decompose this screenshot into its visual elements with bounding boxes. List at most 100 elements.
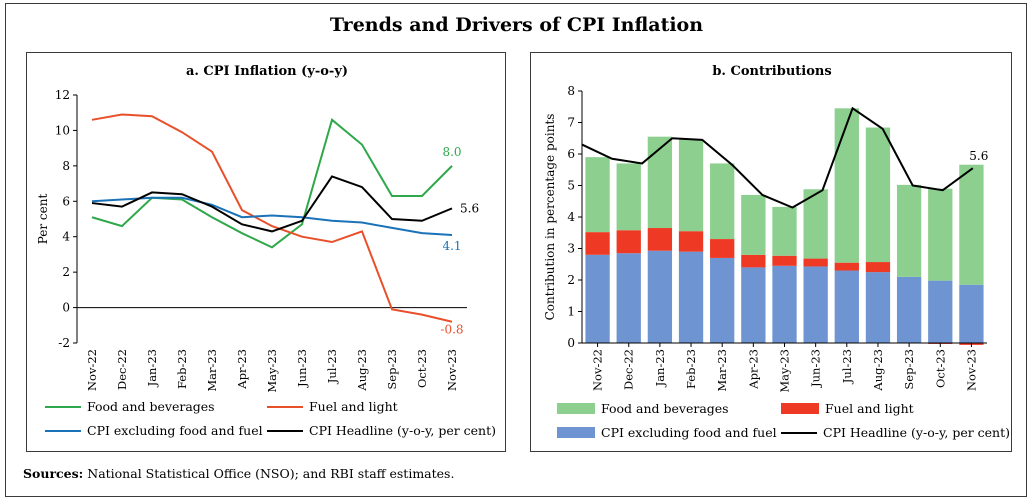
bar-fuel-and-light [865, 262, 891, 273]
x-tick-label-b: Jul-23 [840, 349, 854, 384]
bar-food-and-beverages [959, 164, 984, 285]
bar-fuel-and-light [741, 254, 766, 268]
series-line-cpi-headline-y-o-y-per-cent [91, 175, 453, 233]
bar-fuel-and-light [678, 231, 704, 252]
end-label-fuel-and-light: -0.8 [440, 323, 463, 337]
y-tick-label-b: 8 [567, 84, 575, 98]
figure-frame [5, 3, 1027, 497]
legend-label-food: Food and beverages [87, 399, 215, 414]
legend-label-core: CPI excluding food and fuel [601, 425, 777, 440]
x-tick-label-b: Oct-23 [933, 349, 947, 388]
bar-cpi-excluding-food-and-fuel [710, 257, 735, 343]
x-tick-label-a: Aug-23 [355, 349, 369, 392]
x-tick-label-a: Oct-23 [415, 349, 429, 388]
y-axis-label-a: Per cent [36, 194, 50, 245]
bar-fuel-and-light [616, 230, 641, 254]
bar-food-and-beverages [616, 163, 641, 231]
legend-swatch-food [45, 405, 81, 408]
x-tick-label-b: Apr-23 [746, 349, 760, 390]
bar-cpi-excluding-food-and-fuel [678, 251, 704, 343]
bar-fuel-and-light [834, 262, 859, 271]
sources-note: Sources: National Statistical Office (NS… [23, 466, 454, 481]
bar-cpi-excluding-food-and-fuel [741, 267, 766, 343]
legend-item-headline: CPI Headline (y-o-y, per cent) [267, 423, 496, 438]
x-tick-label-b: Sep-23 [902, 349, 916, 390]
bar-fuel-and-light [803, 258, 828, 267]
x-tick-label-b: May-23 [778, 349, 792, 393]
legend-label-fuel: Fuel and light [825, 401, 914, 416]
y-tick-label-a: 8 [62, 159, 70, 173]
x-tick-label-b: Nov-22 [591, 349, 605, 391]
legend-swatch-core [45, 429, 81, 432]
bar-fuel-and-light [585, 232, 610, 255]
x-tick-label-a: Nov-23 [445, 349, 459, 391]
x-tick-label-b: Feb-23 [684, 349, 698, 389]
legend-swatch-fuel [781, 403, 819, 414]
bar-food-and-beverages [678, 139, 704, 232]
bar-cpi-excluding-food-and-fuel [647, 250, 673, 343]
panel-cpi-inflation: a. CPI Inflation (y-o-y) Per cent -2 0 2 4 6 8 1… [26, 52, 506, 452]
legend-swatch-headline [267, 429, 303, 432]
bar-food-and-beverages [896, 184, 922, 277]
y-tick-label-a: 6 [62, 194, 70, 208]
x-tick-label-b: Aug-23 [871, 349, 885, 392]
x-tick-label-b: Jun-23 [809, 349, 823, 388]
y-tick-label-b: 4 [567, 210, 575, 224]
bar-cpi-excluding-food-and-fuel [865, 272, 891, 343]
legend-item-food: Food and beverages [557, 401, 729, 416]
y-tick-label-a: -2 [58, 336, 70, 350]
bar-cpi-excluding-food-and-fuel [896, 276, 922, 343]
figure-title: Trends and Drivers of CPI Inflation [329, 14, 704, 36]
series-line-cpi-excluding-food-and-fuel [91, 196, 453, 236]
x-tick-label-a: Mar-23 [205, 349, 219, 392]
bar-food-and-beverages [710, 163, 735, 240]
legend-swatch-food [557, 403, 595, 414]
bar-cpi-excluding-food-and-fuel [772, 265, 797, 343]
bar-food-and-beverages [772, 206, 797, 256]
y-tick-label-b: 5 [567, 179, 575, 193]
y-tick-label-a: 0 [62, 301, 70, 315]
x-tick-label-a: Dec-22 [115, 349, 129, 390]
legend-label-headline: CPI Headline (y-o-y, per cent) [823, 425, 1011, 440]
x-tick-label-a: Feb-23 [175, 349, 189, 389]
legend-item-fuel: Fuel and light [781, 401, 914, 416]
bar-cpi-excluding-food-and-fuel [585, 254, 610, 343]
bar-cpi-excluding-food-and-fuel [959, 284, 984, 343]
y-tick-label-b: 7 [567, 116, 575, 130]
legend-item-core: CPI excluding food and fuel [557, 425, 777, 440]
panel-contributions: b. Contributions Contribution in percenta… [530, 52, 1012, 452]
x-tick-label-a: May-23 [265, 349, 279, 393]
y-axis-label-b: Contribution in percentage points [543, 114, 557, 321]
bar-food-and-beverages [865, 127, 891, 263]
x-tick-label-b: Nov-23 [964, 349, 978, 391]
y-tick-label-b: 2 [567, 273, 575, 287]
legend-label-fuel: Fuel and light [309, 399, 398, 414]
end-label-cpi-excluding-food-and-fuel: 4.1 [442, 239, 461, 253]
chart-title-a: a. CPI Inflation (y-o-y) [186, 64, 348, 79]
bar-food-and-beverages [928, 188, 953, 281]
bar-cpi-excluding-food-and-fuel [834, 270, 859, 343]
y-tick-label-b: 3 [567, 242, 575, 256]
series-line-fuel-and-light [91, 113, 453, 323]
x-tick-label-b: Dec-22 [622, 349, 636, 390]
x-tick-label-a: Apr-23 [235, 349, 249, 390]
x-tick-label-a: Nov-22 [85, 349, 99, 391]
chart-cpi-inflation: a. CPI Inflation (y-o-y) Per cent -2 0 2 4 6 8 1… [36, 64, 479, 393]
headline-line [581, 106, 974, 209]
bar-cpi-excluding-food-and-fuel [803, 266, 828, 343]
legend-swatch-core [557, 427, 595, 438]
chart-title-b: b. Contributions [712, 64, 831, 79]
bar-food-and-beverages [647, 136, 673, 229]
end-label-food-and-beverages: 8.0 [442, 145, 461, 159]
legend-label-headline: CPI Headline (y-o-y, per cent) [309, 423, 497, 438]
chart-contributions: b. Contributions Contribution in percenta… [543, 64, 988, 393]
y-tick-label-a: 10 [55, 123, 70, 137]
bar-food-and-beverages [834, 108, 859, 263]
y-tick-label-a: 12 [55, 88, 70, 102]
bar-food-and-beverages [741, 194, 766, 255]
sources-text: National Statistical Office (NSO); and R… [87, 466, 455, 481]
legend-label-core: CPI excluding food and fuel [87, 423, 263, 438]
end-label-cpi-headline-y-o-y-per-cent: 5.6 [460, 201, 479, 215]
legend-swatch-fuel [267, 405, 303, 408]
x-tick-label-a: Jul-23 [325, 349, 339, 384]
